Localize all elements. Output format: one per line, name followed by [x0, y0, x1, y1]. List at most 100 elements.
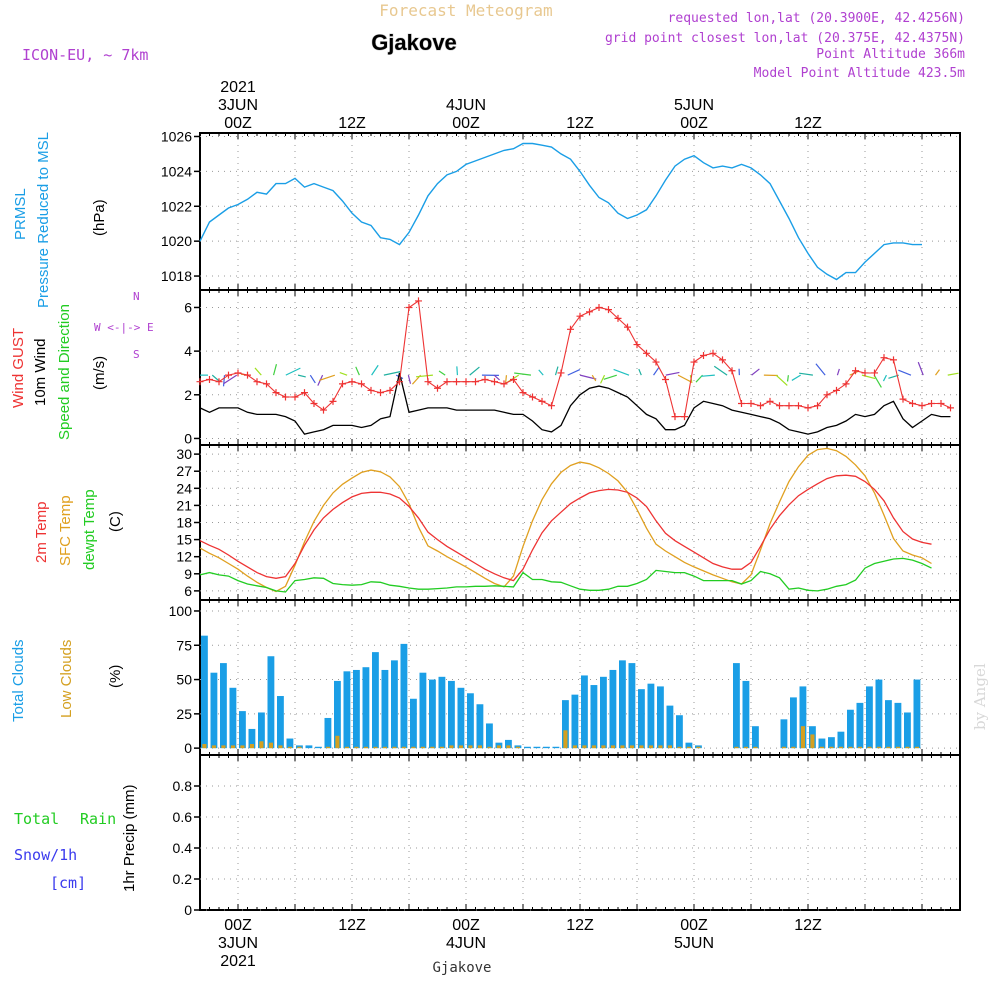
low-cloud-bar [610, 745, 615, 749]
low-cloud-bar [838, 746, 843, 749]
total-cloud-bar [448, 680, 455, 749]
wind-gust-mark [225, 371, 232, 379]
wind-gust-mark [206, 376, 213, 384]
wind-gust-mark [643, 349, 650, 357]
wind-gust-mark [291, 393, 299, 401]
low-cloud-bar [259, 741, 264, 749]
wind-gust-mark [367, 386, 375, 394]
total-cloud-bar [457, 687, 465, 749]
wind-arrow [567, 368, 581, 376]
y-tick-label: 12 [176, 549, 192, 565]
total-cloud-bar [277, 696, 284, 749]
total-cloud-bar [543, 746, 550, 749]
low-cloud-bar [297, 746, 302, 749]
wind-arrow [504, 375, 508, 384]
wind-arrow [415, 374, 433, 378]
wind-gust-mark [937, 400, 945, 408]
wind-gust-mark [424, 378, 432, 386]
low-cloud-bar [240, 745, 245, 749]
wind-gust-mark [339, 380, 346, 388]
footer-location: Gjakove [432, 960, 491, 976]
product-title: Forecast Meteogram [379, 1, 552, 20]
time-label-bottom: 00Z [452, 917, 480, 934]
wind-gust-mark [519, 389, 527, 397]
total-cloud-bar [733, 663, 740, 749]
total-cloud-bar [400, 643, 408, 749]
precip-label-rain: Rain [80, 810, 116, 828]
time-label-bottom: 4JUN [446, 935, 486, 952]
time-label-top: 12Z [794, 115, 822, 132]
total-cloud-bar [913, 679, 921, 749]
low-cloud-bar [582, 745, 587, 749]
y-tick-label: 15 [176, 532, 192, 548]
wind-arrow [223, 374, 238, 385]
total-cloud-bar [410, 698, 417, 749]
wind-arrow [318, 374, 336, 382]
precip-label-snow: Snow/1h [14, 846, 77, 864]
wind-arrow [713, 365, 728, 376]
low-cloud-bar [867, 746, 872, 749]
model-label: ICON-EU, ~ 7km [22, 46, 148, 64]
low-cloud-bar [249, 744, 254, 749]
wind-gust-mark [472, 378, 479, 386]
low-cloud-bar [335, 735, 340, 749]
wind-arrow [815, 363, 826, 376]
compass-we: W <-|-> E [94, 321, 154, 334]
total-cloud-bar [581, 675, 588, 749]
low-cloud-bar [648, 745, 653, 749]
total-cloud-bar [315, 746, 322, 749]
wind-gust-line [199, 299, 951, 418]
time-label-top: 2021 [220, 79, 256, 96]
low-cloud-bar [686, 746, 691, 749]
wind-arrow [653, 367, 660, 376]
point-altitude: Point Altitude 366m [816, 47, 965, 62]
total-cloud-bar [324, 717, 332, 749]
total-cloud-bar [590, 685, 598, 749]
wind-arrow [603, 374, 617, 380]
low-cloud-bar [620, 745, 625, 749]
wind-gust-mark [500, 380, 508, 388]
total-cloud-bar [666, 705, 674, 749]
wind-arrow [355, 366, 360, 376]
y-tick-label: 50 [176, 672, 192, 688]
y-tick-label: 24 [176, 480, 192, 496]
clouds-label-1: Total Clouds [10, 639, 27, 722]
total-cloud-bar [476, 704, 484, 749]
wind-arrow [791, 374, 801, 381]
time-label-top: 12Z [338, 115, 366, 132]
wind-arrow [638, 368, 642, 376]
total-cloud-bar [866, 686, 873, 749]
y-tick-label: 100 [169, 603, 193, 619]
pressure-label-2: Pressure Reduced to MSL [35, 132, 52, 308]
total-cloud-bar [856, 702, 864, 749]
wind-gust-mark [491, 378, 498, 386]
time-label-top: 3JUN [218, 97, 258, 114]
wind-direction-arrows [200, 361, 959, 388]
low-cloud-bar [753, 746, 758, 749]
wind-gust-mark [234, 369, 242, 377]
total-cloud-bar [657, 686, 664, 749]
total-cloud-bar [847, 709, 854, 749]
low-cloud-bar [382, 746, 387, 749]
low-cloud-bar [800, 726, 805, 749]
wind-arrow [272, 364, 278, 376]
time-label-bottom: 5JUN [674, 935, 714, 952]
wind-gust-mark [928, 400, 935, 408]
low-cloud-bar [344, 746, 349, 749]
wind-gust-mark [633, 341, 641, 349]
low-cloud-bar [230, 745, 235, 749]
time-label-bottom: 00Z [224, 917, 252, 934]
total-cloud-bar [685, 742, 693, 749]
y-tick-label: 1018 [161, 268, 192, 284]
low-cloud-bar [268, 742, 273, 749]
y-tick-label: 9 [184, 566, 192, 582]
total-cloud-bar [381, 669, 389, 749]
wind-gust-mark [909, 400, 916, 408]
precip-label-total: Total [14, 810, 59, 828]
low-cloud-bar [354, 746, 359, 749]
panels: 1018102010221024102602466912151821242730… [161, 128, 961, 918]
wind-arrow [285, 367, 301, 376]
wind-gust-mark [358, 380, 365, 388]
wind-gust-mark [595, 303, 603, 311]
